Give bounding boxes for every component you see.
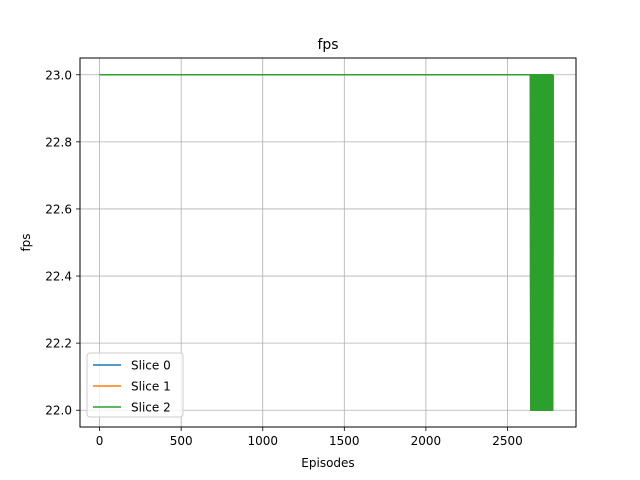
chart-title: fps [317, 37, 338, 53]
series-line [99, 74, 554, 411]
legend-label: Slice 0 [131, 359, 171, 373]
grid-lines [80, 58, 576, 427]
x-tick-label: 2500 [492, 434, 523, 448]
series-2 [99, 74, 554, 411]
y-tick-label: 23.0 [45, 68, 72, 82]
y-axis-label: fps [19, 233, 33, 251]
x-tick-label: 1500 [329, 434, 360, 448]
y-tick-label: 22.6 [45, 202, 72, 216]
plot-frame [79, 57, 577, 428]
legend-box [86, 352, 184, 418]
y-axis: 22.0 22.2 22.4 22.6 22.8 23.0 [45, 68, 80, 418]
y-tick-label: 22.0 [45, 404, 72, 418]
y-tick-label: 22.4 [45, 270, 72, 284]
y-tick-label: 22.2 [45, 337, 72, 351]
x-tick-label: 500 [170, 434, 193, 448]
legend-label: Slice 1 [131, 380, 171, 394]
legend: Slice 0 Slice 1 Slice 2 [86, 352, 184, 418]
x-tick-label: 1000 [247, 434, 278, 448]
y-tick-label: 22.8 [45, 135, 72, 149]
x-axis: 0 500 1000 1500 2000 2500 [96, 427, 523, 448]
legend-label: Slice 2 [131, 401, 171, 415]
series-layer [99, 74, 554, 411]
x-tick-label: 0 [96, 434, 104, 448]
x-tick-label: 2000 [411, 434, 442, 448]
x-axis-label: Episodes [301, 456, 354, 470]
